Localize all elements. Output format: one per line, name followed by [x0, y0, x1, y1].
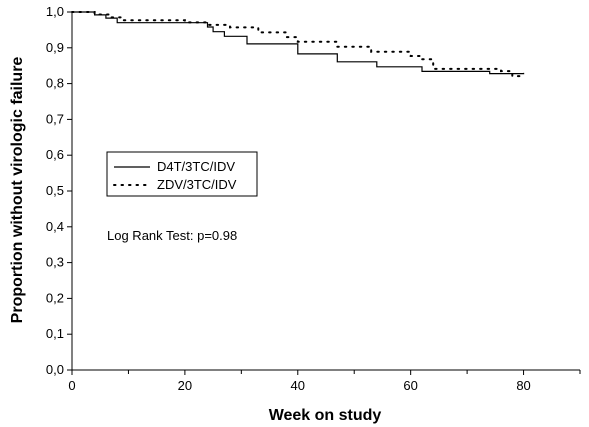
y-tick-label: 0,4: [46, 219, 64, 234]
x-tick-label: 80: [516, 378, 530, 393]
y-tick-label: 0,5: [46, 183, 64, 198]
x-tick-label: 0: [68, 378, 75, 393]
x-tick-label: 60: [403, 378, 417, 393]
legend-box: [106, 151, 258, 197]
x-tick-label: 40: [291, 378, 305, 393]
y-tick-label: 0,6: [46, 147, 64, 162]
y-tick-label: 0,2: [46, 290, 64, 305]
axes: [67, 11, 581, 375]
series-line-d4t: [72, 11, 525, 75]
y-tick-label: 0,1: [46, 326, 64, 341]
y-tick-label: 0,3: [46, 255, 64, 270]
series-line-zdv: [71, 11, 525, 78]
tick-labels: 0,0 0,1 0,2 0,3 0,4 0,5 0,6 0,7 0,8 0,9 1,0 0 20 40 60…: [46, 4, 531, 393]
y-tick-label: 0,7: [46, 111, 64, 126]
series-lines: [71, 11, 525, 78]
legend-label-d4t: D4T/3TC/IDV: [157, 159, 235, 174]
legend: D4T/3TC/IDV ZDV/3TC/IDV: [106, 151, 258, 197]
y-tick-label: 0,9: [46, 40, 64, 55]
y-tick-label: 1,0: [46, 4, 64, 19]
y-axis-title: Proportion without virologic failure: [9, 57, 26, 324]
x-axis-title: Week on study: [269, 407, 382, 424]
y-tick-label: 0,0: [46, 362, 64, 377]
legend-label-zdv: ZDV/3TC/IDV: [157, 177, 237, 192]
log-rank-annotation: Log Rank Test: p=0.98: [107, 228, 237, 243]
y-tick-label: 0,8: [46, 76, 64, 91]
x-tick-label: 20: [178, 378, 192, 393]
